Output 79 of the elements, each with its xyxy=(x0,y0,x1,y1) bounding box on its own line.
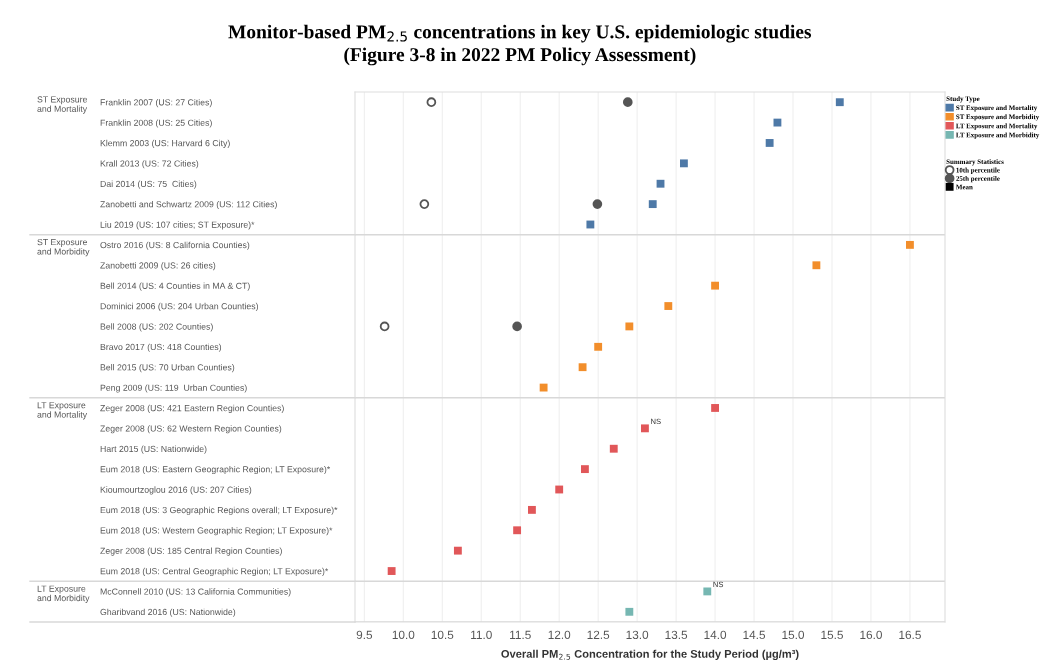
point xyxy=(387,567,396,575)
x-axis-title: Overall PM$_{2.5}$ Concentration for the Study Period (µg/m³) xyxy=(501,649,799,661)
point xyxy=(539,383,548,392)
y-tick-label: Franklin 2008 (US: 25 Cities) xyxy=(100,119,212,128)
y-tick-label: Eum 2018 (US: Western Geographic Region; LT Exposure)* xyxy=(100,527,333,536)
point xyxy=(812,261,821,270)
point xyxy=(555,485,564,494)
point xyxy=(765,139,774,147)
point xyxy=(586,220,595,229)
x-tick-label: 15.5 xyxy=(821,630,843,639)
point xyxy=(594,342,603,351)
chart-title: Monitor-based PM$_{2.5}$ concentrations in key U.S. epidemiologic studies (Figure 3-8 in 2022 PM Policy Assessment) xyxy=(228,24,812,66)
x-tick-label: 16.5 xyxy=(899,630,921,639)
point xyxy=(580,465,589,474)
x-tick-label: 9.5 xyxy=(356,630,373,639)
point xyxy=(711,281,720,290)
y-tick-label: Gharibvand 2016 (US: Nationwide) xyxy=(100,608,236,617)
y-tick-label: Dai 2014 (US: 75 Cities) xyxy=(100,180,197,189)
y-tick-label: Hart 2015 (US: Nationwide) xyxy=(100,445,207,454)
point xyxy=(578,363,587,372)
y-tick-label: Dominici 2006 (US: 204 Urban Counties) xyxy=(100,302,258,312)
point xyxy=(703,587,712,596)
y-tick-label: Eum 2018 (US: Eastern Geographic Region; LT Exposure)* xyxy=(100,465,331,475)
x-tick-label: 10.5 xyxy=(431,630,454,639)
point xyxy=(906,240,914,249)
point xyxy=(648,200,657,209)
point xyxy=(711,404,720,412)
point xyxy=(625,322,634,331)
x-tick-label: 13.5 xyxy=(665,630,688,639)
point xyxy=(773,118,782,127)
y-tick-label: Bravo 2017 (US: 418 Counties) xyxy=(100,343,222,352)
y-tick-label: Kioumourtzoglou 2016 (US: 207 Cities) xyxy=(100,486,252,495)
y-tick-label: Krall 2013 (US: 72 Cities) xyxy=(100,160,199,169)
x-tick-label: 12.5 xyxy=(587,630,610,639)
text: LT Exposure and Mortality xyxy=(37,402,88,420)
y-tick-label: Ostro 2016 (US: 8 California Counties) xyxy=(100,241,250,250)
text: ST Exposure and Mortality xyxy=(37,96,88,114)
y-tick-label: Bell 2014 (US: 4 Counties in MA & CT) xyxy=(100,282,250,291)
x-tick-label: 11.0 xyxy=(471,630,492,639)
point xyxy=(656,179,665,188)
y-tick-label: Klemm 2003 (US: Harvard 6 City) xyxy=(100,139,230,148)
point xyxy=(641,424,649,433)
text: LT Exposure and Morbidity xyxy=(37,585,90,603)
y-tick-label: Zeger 2008 (US: 62 Western Region Counties) xyxy=(100,425,282,434)
y-tick-label: Bell 2008 (US: 202 Counties) xyxy=(100,323,213,332)
y-tick-label: Eum 2018 (US: 3 Geographic Regions overall; LT Exposure)* xyxy=(100,506,338,515)
point xyxy=(419,199,430,209)
point xyxy=(426,97,437,108)
y-tick-label: Zeger 2008 (US: 185 Central Region Counties) xyxy=(100,547,282,556)
point xyxy=(835,98,844,107)
x-tick-label: 15.0 xyxy=(782,630,805,639)
y-tick-label: McConnell 2010 (US: 13 California Communities) xyxy=(100,588,291,597)
point xyxy=(622,97,633,108)
y-tick-label: Liu 2019 (US: 107 cities; ST Exposure)* xyxy=(100,221,255,230)
y-tick-label: Eum 2018 (US: Central Geographic Region; LT Exposure)* xyxy=(100,567,329,577)
x-tick-label: 11.5 xyxy=(510,630,531,639)
point xyxy=(609,444,618,453)
point xyxy=(379,321,390,332)
point xyxy=(513,526,522,535)
point xyxy=(527,505,536,514)
point xyxy=(453,546,462,555)
point xyxy=(512,321,522,332)
y-tick-label: Zanobetti 2009 (US: 26 cities) xyxy=(100,262,216,271)
x-tick-label: 14.5 xyxy=(743,630,766,639)
x-tick-label: 12.0 xyxy=(548,630,571,639)
x-tick-label: 16.0 xyxy=(860,630,882,639)
y-tick-label: Zeger 2008 (US: 421 Eastern Region Counties) xyxy=(100,404,284,413)
x-tick-label: 10.0 xyxy=(392,630,415,639)
point xyxy=(592,199,603,209)
x-tick-label: 13.0 xyxy=(626,630,649,639)
x-tick-label: 14.0 xyxy=(704,630,727,639)
point xyxy=(664,302,673,310)
y-tick-label: Bell 2015 (US: 70 Urban Counties) xyxy=(100,364,235,373)
point xyxy=(679,159,688,168)
y-tick-label: Franklin 2007 (US: 27 Cities) xyxy=(100,99,212,108)
y-tick-label: Peng 2009 (US: 119 Urban Counties) xyxy=(100,384,247,393)
text: ST Exposure and Morbidity xyxy=(37,239,90,257)
point xyxy=(625,607,634,616)
y-tick-label: Zanobetti and Schwartz 2009 (US: 112 Cities) xyxy=(100,200,277,210)
